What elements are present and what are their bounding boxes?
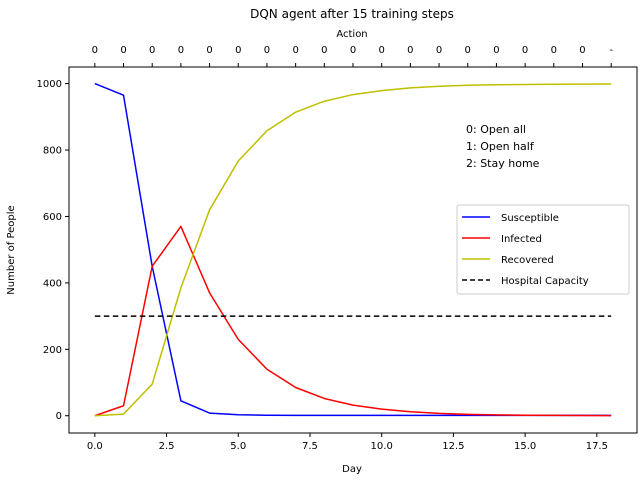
x-tick-label: 15.0 (514, 441, 536, 452)
y-tick-label: 600 (43, 212, 62, 223)
top-tick-label: 0 (378, 45, 384, 56)
top-tick-label: 0 (321, 45, 327, 56)
annotation-line: 1: Open half (466, 140, 535, 153)
plot-lines (94, 82, 612, 417)
top-tick-label: 0 (149, 45, 155, 56)
legend-label-hospital-capacity: Hospital Capacity (501, 276, 589, 287)
chart-title: DQN agent after 15 training steps (250, 7, 454, 21)
top-tick-label: 0 (235, 45, 241, 56)
x-tick-label: 7.5 (302, 441, 318, 452)
legend-box (456, 204, 630, 295)
top-tick-label: 0 (436, 45, 442, 56)
top-tick-label: 0 (350, 45, 356, 56)
x-tick-label: 2.5 (159, 441, 175, 452)
top-axis-label: Action (336, 29, 367, 40)
series-line-recovered (94, 83, 612, 417)
top-tick-label: 0 (493, 45, 499, 56)
x-tick-label: 5.0 (230, 441, 246, 452)
annotation-line: 0: Open all (466, 123, 526, 136)
x-tick-label: 12.5 (442, 441, 464, 452)
top-tick-label: 0 (264, 45, 270, 56)
legend-label-susceptible: Susceptible (501, 213, 559, 224)
x-tick-label: 17.5 (586, 441, 608, 452)
legend-label-recovered: Recovered (501, 255, 554, 266)
top-tick-label: 0 (465, 45, 471, 56)
top-tick-label: 0 (407, 45, 413, 56)
y-tick-label: 1000 (37, 79, 62, 90)
legend: Susceptible Infected Recovered Hospital … (456, 204, 630, 295)
top-tick-label: - (609, 45, 613, 56)
x-tick-label: 0.0 (87, 441, 103, 452)
top-tick-label: 0 (206, 45, 212, 56)
top-tick-label: 0 (579, 45, 585, 56)
y-tick-label: 0 (56, 411, 62, 422)
annotation-text: 0: Open all 1: Open half 2: Stay home (466, 123, 540, 170)
axis-ticks: 0.0 2.5 5.0 7.5 10.0 12.5 15.0 17.5 0 200 400 600 80… (37, 45, 614, 452)
y-axis-label: Number of People (6, 205, 17, 294)
top-tick-label: 0 (551, 45, 557, 56)
y-tick-label: 200 (43, 345, 62, 356)
x-tick-label: 10.0 (371, 441, 393, 452)
series-line-infected (94, 225, 612, 417)
top-tick-label: 0 (292, 45, 298, 56)
top-tick-label: 0 (120, 45, 126, 56)
top-tick-label: 0 (522, 45, 528, 56)
annotation-line: 2: Stay home (466, 157, 540, 170)
x-axis-label: Day (342, 464, 362, 475)
y-tick-label: 400 (43, 278, 62, 289)
plot-frame (68, 66, 638, 434)
top-tick-label: 0 (92, 45, 98, 56)
y-tick-label: 800 (43, 146, 62, 157)
legend-label-infected: Infected (501, 234, 542, 245)
top-tick-label: 0 (178, 45, 184, 56)
